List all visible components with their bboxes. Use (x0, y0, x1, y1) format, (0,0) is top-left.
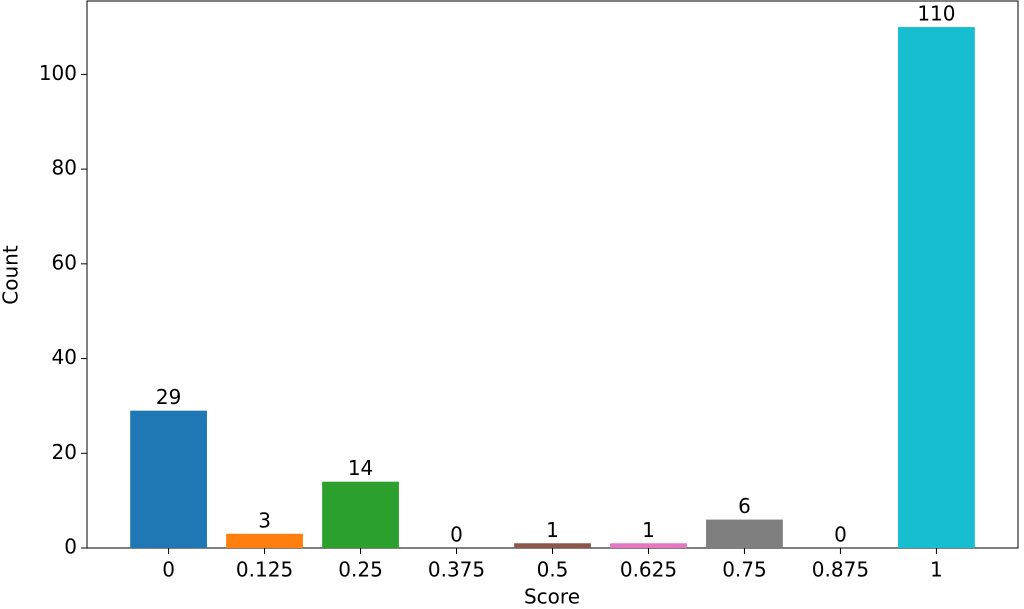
x-tick-label: 0.125 (236, 558, 293, 582)
x-tick-label: 0 (162, 558, 175, 582)
value-label: 29 (156, 385, 181, 409)
x-tick-label: 0.25 (338, 558, 383, 582)
y-tick-label: 0 (64, 535, 77, 559)
y-tick-label: 60 (52, 250, 77, 274)
x-tick-label: 0.5 (537, 558, 569, 582)
x-axis-label: Score (524, 585, 580, 609)
bar (610, 543, 687, 548)
x-tick-label: 0.375 (428, 558, 485, 582)
x-tick-label: 0.875 (812, 558, 869, 582)
bar (322, 481, 399, 548)
value-label: 0 (450, 523, 463, 547)
y-tick-label: 40 (52, 345, 77, 369)
value-label: 0 (834, 523, 847, 547)
x-tick-label: 0.625 (620, 558, 677, 582)
x-tick-label: 0.75 (722, 558, 767, 582)
bar (130, 410, 207, 548)
x-tick-label: 1 (930, 558, 943, 582)
value-label: 1 (546, 518, 559, 542)
value-label: 110 (917, 2, 955, 26)
y-tick-label: 100 (39, 61, 77, 85)
plot-frame (86, 0, 1019, 549)
y-axis-label: Count (0, 245, 23, 305)
bar (514, 543, 591, 548)
y-tick-label: 20 (52, 440, 77, 464)
value-label: 6 (738, 494, 751, 518)
value-label: 3 (258, 508, 271, 532)
bar (226, 533, 303, 548)
bar (898, 27, 975, 549)
value-label: 1 (642, 518, 655, 542)
value-label: 14 (348, 456, 373, 480)
bar (706, 519, 783, 548)
y-tick-label: 80 (52, 156, 77, 180)
